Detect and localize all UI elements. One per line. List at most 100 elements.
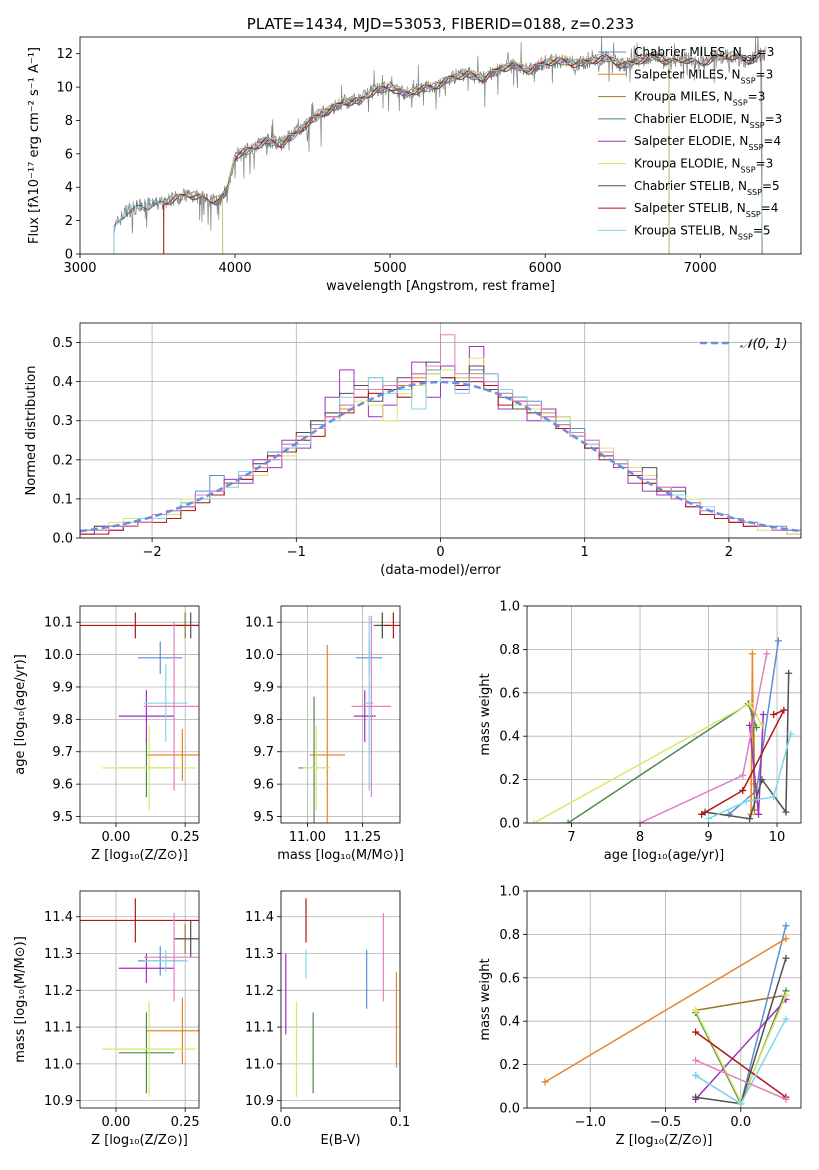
y-axis-label: Flux [fλ10⁻¹⁷ erg cm⁻² s⁻¹ A⁻¹]: [27, 47, 42, 244]
data-point-marker: [530, 819, 538, 823]
panel-7: −1.0 −0.5 0.0 0.0 0.2 0.4 0.6 0.8 1.0 Z [log₁₀(Z/…: [478, 885, 802, 1148]
legend-entry: Kroupa ELODIE, NSSP=3: [634, 157, 773, 175]
y-axis-label: mass [log₁₀(M/M⊙)]: [13, 936, 28, 1063]
y-tick-label: 0.4: [52, 375, 73, 390]
model-spectrum-chabrier_stelib: [113, 51, 763, 254]
legend-entry: 𝒩(0, 1): [740, 337, 787, 352]
data-point-marker: [692, 1056, 700, 1064]
chart-title: PLATE=1434, MJD=53053, FIBERID=0188, z=0…: [247, 15, 634, 33]
x-tick-label: 4000: [219, 261, 252, 276]
y-tick-label: 0.2: [52, 453, 73, 468]
x-axis-label: Z [log₁₀(Z/Z⊙)]: [91, 1133, 188, 1148]
data-point-marker: [746, 815, 754, 823]
data-point-marker: [725, 810, 733, 818]
x-axis-label: Z [log₁₀(Z/Z⊙)]: [91, 848, 188, 863]
axes-frame: [79, 605, 200, 824]
data-point-marker: [782, 1015, 790, 1023]
series-line-salpeter_stelib: [701, 708, 786, 815]
x-tick-label: 0: [436, 545, 444, 560]
y-tick-label: 9.9: [253, 680, 274, 695]
plot-area: [298, 612, 400, 823]
y-tick-label: 0.6: [499, 971, 520, 986]
series-line-salpeter_stelib: [695, 1031, 787, 1098]
x-axis-label: wavelength [Angstrom, rest frame]: [326, 279, 555, 294]
x-tick-label: 0.25: [171, 1115, 200, 1130]
x-axis-label: E(B-V): [320, 1133, 360, 1148]
series-line-pink: [695, 1059, 787, 1100]
data-point-marker: [780, 706, 788, 714]
y-tick-label: 9.8: [253, 713, 274, 728]
y-tick-label: 0.0: [52, 532, 73, 547]
data-point-marker: [782, 991, 790, 999]
x-tick-label: 10: [769, 830, 786, 845]
x-tick-label: 7: [567, 830, 575, 845]
data-point-marker: [739, 786, 747, 794]
data-point-marker: [746, 700, 754, 708]
data-point-marker: [692, 1071, 700, 1079]
data-point-marker: [759, 711, 767, 718]
y-tick-label: 11.2: [245, 984, 274, 999]
series-line-chabrier_elodie: [567, 702, 758, 823]
x-tick-label: 2: [725, 545, 733, 560]
y-tick-label: 0.4: [499, 730, 520, 745]
y-tick-label: 0.3: [52, 414, 73, 429]
data-point-marker: [698, 810, 706, 818]
series-line-kroupa_stelib: [708, 733, 792, 820]
x-tick-label: 11.25: [344, 830, 381, 845]
y-tick-label: 11.3: [44, 947, 73, 962]
x-tick-label: −1.0: [574, 1115, 606, 1130]
data-point-marker: [541, 1078, 549, 1086]
data-point-marker: [782, 954, 790, 962]
x-tick-label: 0.25: [171, 830, 200, 845]
y-tick-label: 0.6: [499, 686, 520, 701]
x-axis-label: Z [log₁₀(Z/Z⊙)]: [616, 1133, 713, 1148]
x-tick-label: 0.00: [102, 830, 131, 845]
x-tick-label: 11.00: [289, 830, 326, 845]
data-point-marker: [737, 1100, 745, 1108]
x-axis-label: (data-model)/error: [380, 563, 501, 578]
x-axis-label: mass [log₁₀(M/M⊙)]: [277, 848, 404, 863]
y-tick-label: 9.7: [253, 745, 274, 760]
x-tick-label: 7000: [684, 261, 717, 276]
y-tick-label: 0.4: [499, 1015, 520, 1030]
y-tick-label: 11.1: [44, 1021, 73, 1036]
y-tick-label: 11.3: [245, 947, 274, 962]
y-tick-label: 11.0: [44, 1057, 73, 1072]
x-tick-label: 8: [636, 830, 644, 845]
y-tick-label: 9.5: [253, 810, 274, 825]
axes-frame: [526, 890, 802, 1109]
x-tick-label: 3000: [63, 261, 96, 276]
x-tick-label: 5000: [374, 261, 407, 276]
y-tick-label: 2: [65, 214, 73, 229]
y-axis-label: mass weight: [478, 673, 493, 755]
data-point-marker: [755, 810, 763, 818]
y-tick-label: 10.0: [44, 648, 73, 663]
x-tick-label: −1: [287, 545, 306, 560]
data-point-marker: [564, 819, 572, 823]
x-tick-label: 1: [581, 545, 589, 560]
y-tick-label: 0.0: [499, 817, 520, 832]
data-point-marker: [752, 724, 760, 732]
data-point-marker: [785, 669, 793, 677]
model-spectrum-salpeter_elodie: [222, 53, 670, 254]
axes-frame: [280, 890, 401, 1109]
y-tick-label: 9.8: [52, 713, 73, 728]
data-point-marker: [782, 922, 790, 930]
y-tick-label: 11.4: [44, 910, 73, 925]
data-point-marker: [782, 935, 790, 943]
y-tick-label: 0.8: [499, 928, 520, 943]
panel-2: 0.00 0.25 9.5 9.6 9.7 9.8 9.9 10.0 10.1 Z [log₁₀(…: [13, 605, 200, 863]
legend-entry: Chabrier ELODIE, NSSP=3: [634, 112, 782, 129]
y-tick-label: 9.6: [253, 778, 274, 793]
normal-curve-line: [80, 380, 801, 533]
series-line-kroupa_elodie: [533, 702, 763, 823]
plot-area: [80, 612, 199, 811]
y-tick-label: 9.6: [52, 778, 73, 793]
x-tick-label: 0.00: [102, 1115, 131, 1130]
y-tick-label: 0.1: [52, 492, 73, 507]
data-point-marker: [748, 650, 756, 658]
series-line-salpeter_miles: [544, 938, 787, 1083]
y-tick-label: 0.5: [52, 336, 73, 351]
axes-frame: [79, 322, 802, 539]
y-tick-label: 6: [65, 147, 73, 162]
